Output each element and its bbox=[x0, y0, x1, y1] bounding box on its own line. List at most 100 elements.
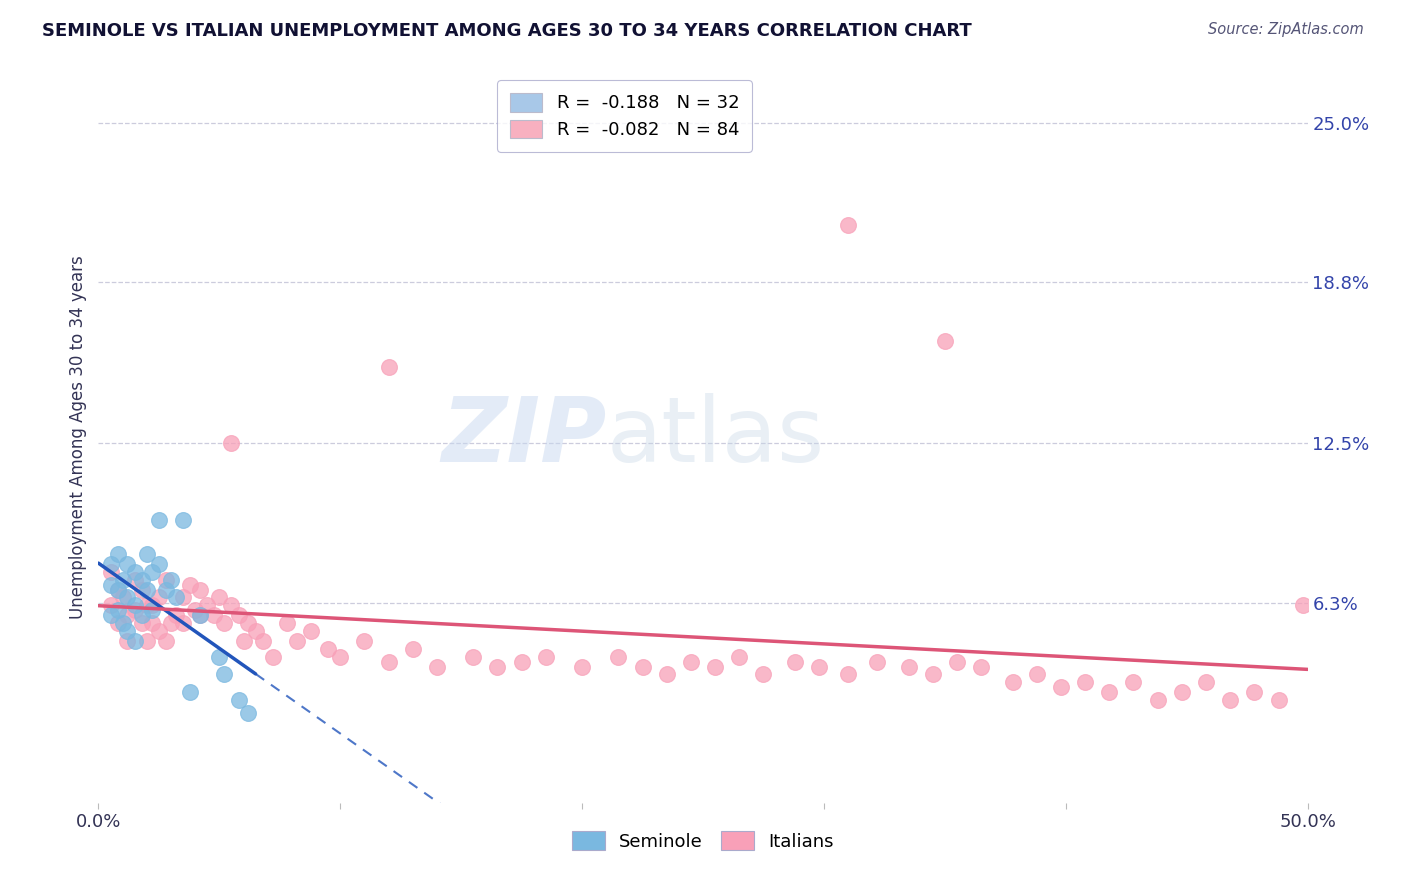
Point bbox=[124, 573, 146, 587]
Point bbox=[1243, 685, 1265, 699]
Point bbox=[463, 649, 485, 664]
Point bbox=[172, 591, 194, 605]
Point bbox=[1219, 693, 1241, 707]
Point bbox=[1050, 681, 1073, 695]
Point bbox=[486, 660, 509, 674]
Point bbox=[135, 634, 157, 648]
Point bbox=[100, 565, 122, 579]
Point bbox=[1025, 667, 1047, 681]
Point bbox=[1195, 675, 1218, 690]
Point bbox=[141, 598, 163, 612]
Point bbox=[155, 573, 177, 587]
Point bbox=[837, 219, 859, 233]
Point bbox=[111, 591, 134, 605]
Point bbox=[184, 603, 207, 617]
Text: SEMINOLE VS ITALIAN UNEMPLOYMENT AMONG AGES 30 TO 34 YEARS CORRELATION CHART: SEMINOLE VS ITALIAN UNEMPLOYMENT AMONG A… bbox=[42, 22, 972, 40]
Point bbox=[165, 608, 187, 623]
Point bbox=[179, 577, 201, 591]
Point bbox=[111, 616, 134, 631]
Point bbox=[107, 582, 129, 597]
Point bbox=[1074, 675, 1097, 690]
Point bbox=[100, 608, 122, 623]
Point bbox=[141, 603, 163, 617]
Point bbox=[124, 565, 146, 579]
Point bbox=[232, 634, 254, 648]
Point bbox=[141, 565, 163, 579]
Point bbox=[100, 577, 122, 591]
Point bbox=[221, 436, 243, 450]
Point bbox=[117, 634, 139, 648]
Point bbox=[188, 608, 211, 623]
Point bbox=[117, 608, 139, 623]
Point bbox=[299, 624, 322, 638]
Point bbox=[276, 616, 298, 631]
Point bbox=[148, 514, 170, 528]
Point bbox=[107, 616, 129, 631]
Point bbox=[107, 603, 129, 617]
Point bbox=[316, 641, 339, 656]
Point bbox=[262, 649, 284, 664]
Point bbox=[117, 557, 139, 571]
Point bbox=[208, 649, 231, 664]
Point bbox=[252, 634, 274, 648]
Point bbox=[921, 667, 943, 681]
Point bbox=[1001, 675, 1024, 690]
Point bbox=[188, 608, 211, 623]
Point bbox=[1098, 685, 1121, 699]
Point bbox=[179, 685, 201, 699]
Point bbox=[131, 573, 153, 587]
Point bbox=[111, 573, 134, 587]
Point bbox=[131, 608, 153, 623]
Point bbox=[172, 616, 194, 631]
Point bbox=[107, 582, 129, 597]
Point bbox=[160, 616, 183, 631]
Point bbox=[100, 598, 122, 612]
Point bbox=[783, 655, 806, 669]
Point bbox=[188, 582, 211, 597]
Point bbox=[228, 693, 250, 707]
Point bbox=[148, 591, 170, 605]
Point bbox=[377, 655, 399, 669]
Point bbox=[131, 616, 153, 631]
Point bbox=[245, 624, 267, 638]
Point bbox=[160, 573, 183, 587]
Point bbox=[631, 660, 654, 674]
Point bbox=[100, 557, 122, 571]
Point bbox=[107, 547, 129, 561]
Point bbox=[1267, 693, 1289, 707]
Point bbox=[135, 598, 157, 612]
Point bbox=[238, 706, 260, 720]
Point bbox=[866, 655, 889, 669]
Point bbox=[808, 660, 831, 674]
Point bbox=[204, 608, 226, 623]
Point bbox=[679, 655, 702, 669]
Point bbox=[377, 359, 399, 374]
Point bbox=[124, 603, 146, 617]
Y-axis label: Unemployment Among Ages 30 to 34 years: Unemployment Among Ages 30 to 34 years bbox=[69, 255, 87, 619]
Point bbox=[208, 591, 231, 605]
Point bbox=[1146, 693, 1168, 707]
Point bbox=[141, 616, 163, 631]
Point bbox=[934, 334, 956, 348]
Point bbox=[117, 624, 139, 638]
Point bbox=[155, 634, 177, 648]
Point bbox=[534, 649, 557, 664]
Point bbox=[124, 598, 146, 612]
Point bbox=[148, 557, 170, 571]
Point bbox=[172, 514, 194, 528]
Point bbox=[1122, 675, 1144, 690]
Point bbox=[607, 649, 630, 664]
Point bbox=[155, 582, 177, 597]
Point bbox=[353, 634, 375, 648]
Point bbox=[285, 634, 308, 648]
Text: ZIP: ZIP bbox=[441, 393, 606, 481]
Point bbox=[655, 667, 678, 681]
Legend: Seminole, Italians: Seminole, Italians bbox=[564, 822, 842, 860]
Text: Source: ZipAtlas.com: Source: ZipAtlas.com bbox=[1208, 22, 1364, 37]
Point bbox=[970, 660, 993, 674]
Point bbox=[135, 582, 157, 597]
Point bbox=[1171, 685, 1194, 699]
Point bbox=[571, 660, 593, 674]
Point bbox=[148, 624, 170, 638]
Point bbox=[212, 616, 235, 631]
